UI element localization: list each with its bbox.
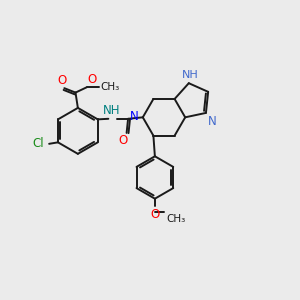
Text: N: N	[130, 110, 139, 123]
Text: O: O	[88, 73, 97, 86]
Text: CH₃: CH₃	[100, 82, 119, 92]
Text: N: N	[208, 115, 217, 128]
Text: NH: NH	[182, 70, 199, 80]
Text: NH: NH	[103, 104, 121, 117]
Text: Cl: Cl	[33, 137, 44, 150]
Text: O: O	[150, 208, 160, 221]
Text: O: O	[58, 74, 67, 87]
Text: O: O	[118, 134, 128, 147]
Text: CH₃: CH₃	[166, 214, 185, 224]
